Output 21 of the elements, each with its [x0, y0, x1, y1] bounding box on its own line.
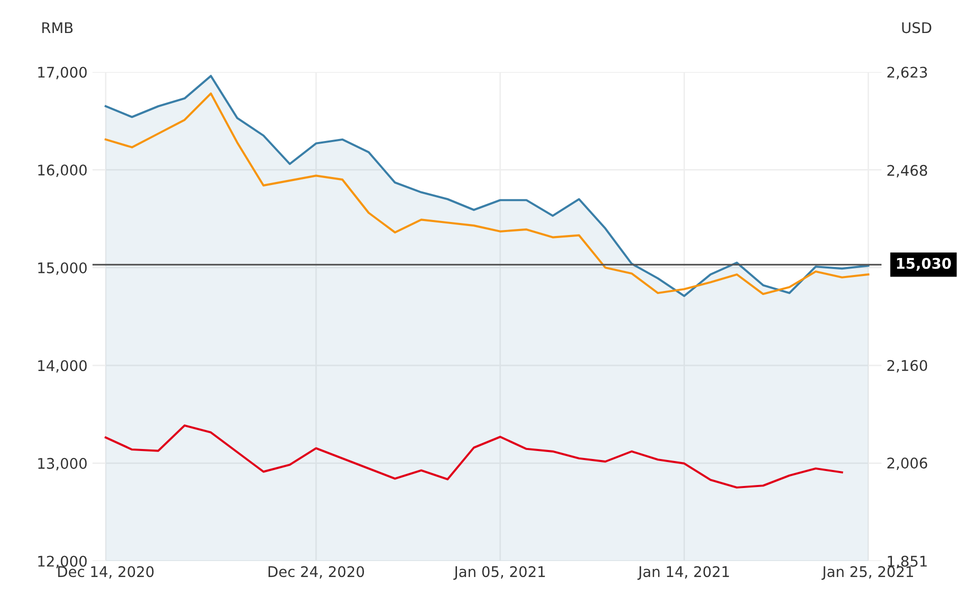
line-series: [104, 424, 844, 489]
x-tick-label: Dec 24, 2020: [268, 566, 364, 579]
y2-tick-label: 1,851: [888, 556, 927, 568]
x-tick-label: Jan 14, 2021: [637, 566, 729, 580]
y-tick-label: 15,000: [38, 262, 87, 275]
y-tick-label: 17,000: [38, 66, 87, 80]
y-axis-title: RMB: [42, 22, 73, 33]
x-tick-label: Dec 14, 2020: [58, 566, 154, 579]
y2-tick-label: 2,160: [887, 360, 928, 373]
x-tick-label: Jan 25, 2021: [822, 566, 914, 580]
y2-tick-label: 2,468: [887, 164, 928, 178]
y-tick-label: 12,000: [38, 556, 87, 568]
line-series: [104, 92, 870, 296]
x-tick-label: Jan 05, 2021: [453, 566, 545, 580]
ref-line-label: 15,030: [897, 258, 951, 271]
y2-axis-title: USD: [902, 22, 932, 34]
y-tick-label: 13,000: [38, 458, 87, 470]
y2-tick-label: 2,006: [887, 458, 928, 470]
y-tick-label: 16,000: [38, 164, 87, 178]
y-tick-label: 14,000: [38, 360, 87, 373]
y2-tick-label: 2,623: [887, 66, 927, 80]
